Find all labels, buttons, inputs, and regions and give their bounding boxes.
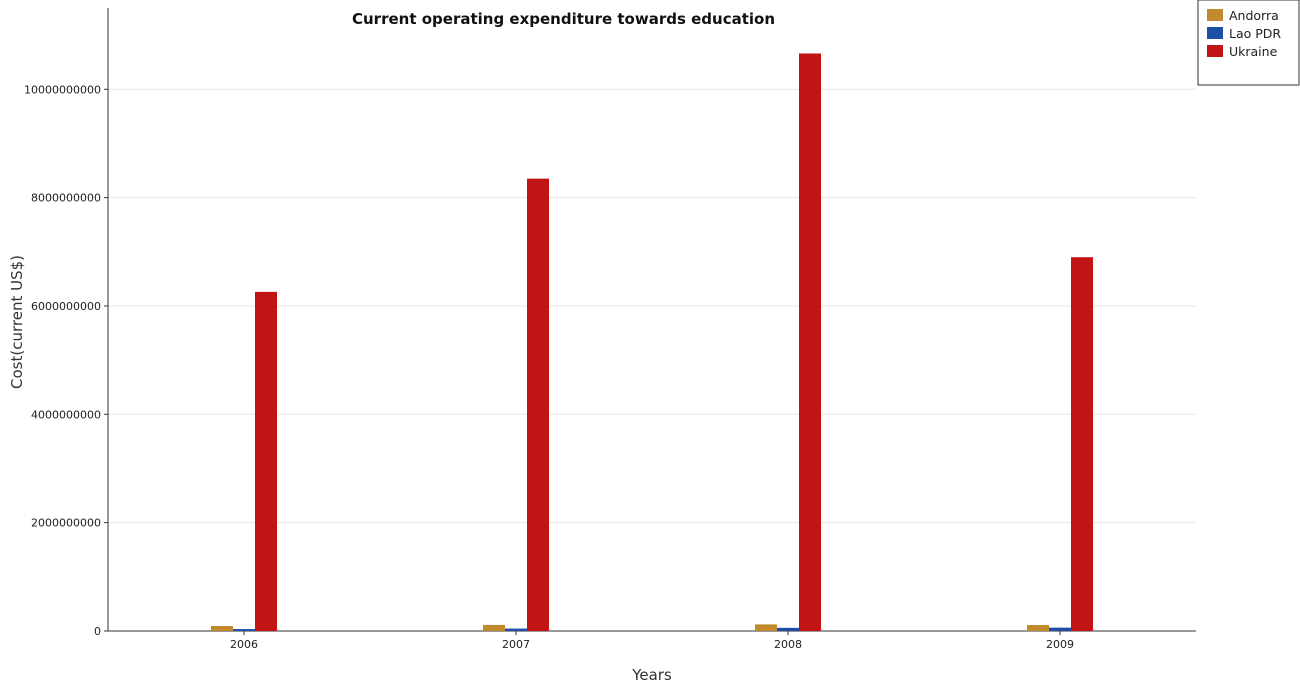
y-tick-label-4: 8000000000 [31,192,101,205]
y-tick-label-0: 0 [94,625,101,638]
axes [107,8,1196,632]
bar-lao-pdr-2007 [505,628,527,631]
y-tick-label-5: 10000000000 [24,83,101,96]
x-axis-title: Years [631,666,672,684]
y-tick-label-2: 4000000000 [31,408,101,421]
x-tick-label-2009: 2009 [1046,638,1074,651]
bar-ukraine-2008 [799,53,821,631]
legend-swatch-ukraine [1207,45,1223,57]
y-axis-title: Cost(current US$) [8,255,26,389]
bar-andorra-2007 [483,624,505,631]
bar-andorra-2008 [755,624,777,631]
bar-andorra-2006 [211,626,233,631]
bar-andorra-2009 [1027,624,1049,631]
x-tick-label-2007: 2007 [502,638,530,651]
bar-ukraine-2007 [527,178,549,631]
legend: Andorra Lao PDR Ukraine [1197,0,1300,86]
bar-lao-pdr-2006 [233,629,255,631]
legend-label-ukraine: Ukraine [1229,44,1278,59]
tick-labels: 0 2000000000 4000000000 6000000000 800000000… [24,83,1074,651]
legend-swatch-lao-pdr [1207,27,1223,39]
y-tick-label-3: 6000000000 [31,300,101,313]
chart-title: Current operating expenditure towards ed… [352,10,775,28]
x-tick-label-2008: 2008 [774,638,802,651]
bar-lao-pdr-2008 [777,627,799,631]
legend-label-andorra: Andorra [1229,8,1279,23]
x-tick-label-2006: 2006 [230,638,258,651]
bar-ukraine-2009 [1071,257,1093,631]
bar-lao-pdr-2009 [1049,627,1071,631]
legend-swatch-andorra [1207,9,1223,21]
bar-ukraine-2006 [255,291,277,631]
bars [211,53,1093,631]
legend-label-lao-pdr: Lao PDR [1229,26,1281,41]
y-tick-label-1: 2000000000 [31,517,101,530]
